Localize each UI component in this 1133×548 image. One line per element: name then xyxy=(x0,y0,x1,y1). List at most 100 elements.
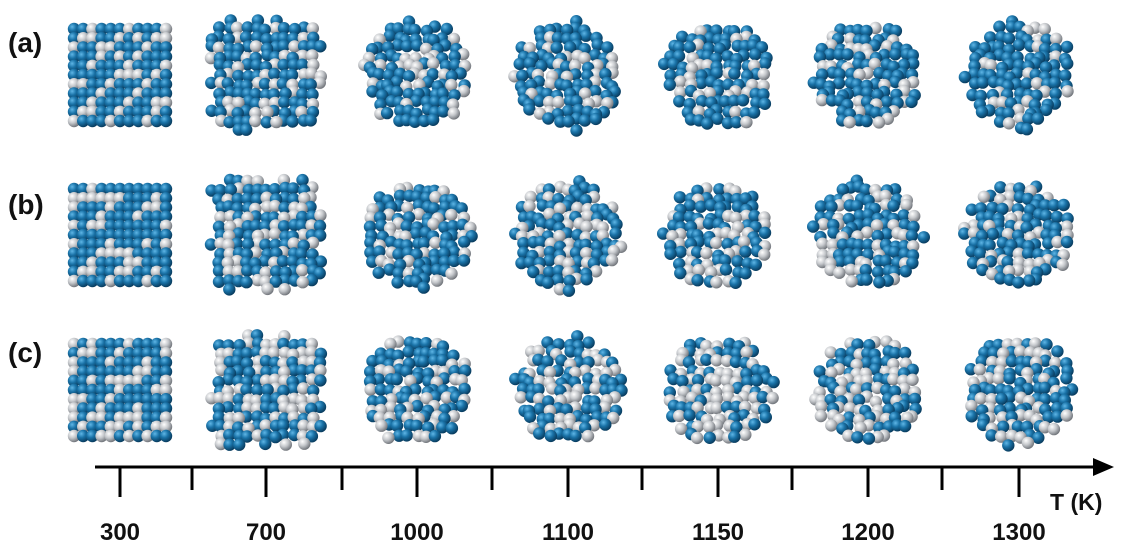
atom-gray xyxy=(833,266,846,279)
atom-blue xyxy=(113,182,127,196)
atom-blue xyxy=(736,94,750,107)
atom-blue xyxy=(77,411,90,424)
atom-gray xyxy=(159,22,173,36)
atom-blue xyxy=(609,227,622,240)
atom-blue xyxy=(544,429,557,443)
atom-blue xyxy=(832,77,846,90)
atom-blue xyxy=(141,256,154,269)
atom-gray xyxy=(279,438,292,451)
atom-blue xyxy=(718,254,732,267)
atom-blue xyxy=(141,22,154,36)
atom-gray xyxy=(816,237,829,250)
atom-blue xyxy=(1001,255,1014,269)
atom-blue xyxy=(691,246,704,259)
atom-gray xyxy=(67,238,81,251)
atom-blue xyxy=(240,383,253,396)
atom-blue xyxy=(1021,247,1035,260)
atom-gray xyxy=(996,411,1009,424)
atom-blue xyxy=(141,32,154,45)
atom-blue xyxy=(77,68,90,82)
atom-blue xyxy=(159,201,173,214)
atom-blue xyxy=(1039,103,1053,117)
atom-blue xyxy=(95,420,108,433)
atom-gray xyxy=(123,265,136,278)
atom-blue xyxy=(589,112,602,126)
atom-gray xyxy=(86,411,99,424)
atom-gray xyxy=(141,365,154,378)
atom-gray xyxy=(306,49,319,62)
atom-blue xyxy=(748,418,761,431)
atom-gray xyxy=(815,400,828,413)
atom-gray xyxy=(1029,337,1042,350)
atom-gray xyxy=(268,227,282,240)
atom-blue xyxy=(150,87,163,100)
atom-blue xyxy=(445,422,459,435)
atom-blue xyxy=(277,39,290,53)
atom-blue xyxy=(749,258,762,271)
atom-gray xyxy=(231,265,245,278)
atom-blue xyxy=(1012,38,1026,52)
atom-gray xyxy=(113,32,127,45)
atom-blue xyxy=(906,256,919,270)
atom-gray xyxy=(132,50,145,63)
atom-blue xyxy=(563,41,577,54)
atom-gray xyxy=(150,265,163,278)
atom-gray xyxy=(123,429,136,443)
atom-gray xyxy=(104,114,118,128)
atom-blue xyxy=(561,104,575,118)
atom-blue xyxy=(459,364,472,377)
atom-blue xyxy=(599,418,612,431)
atom-blue xyxy=(534,235,547,249)
atom-gray xyxy=(222,392,235,405)
atom-gray xyxy=(674,422,688,435)
atom-blue xyxy=(123,347,136,360)
atom-blue xyxy=(205,76,218,90)
atom-blue xyxy=(905,95,918,109)
atom-blue xyxy=(304,78,317,91)
atom-blue xyxy=(159,210,173,223)
atom-blue xyxy=(591,38,604,51)
atom-gray xyxy=(709,374,723,387)
atom-blue xyxy=(860,114,873,128)
atom-blue xyxy=(86,356,99,369)
atom-blue xyxy=(159,192,173,205)
atom-blue xyxy=(747,106,761,119)
atom-blue xyxy=(1049,87,1062,100)
atom-gray xyxy=(552,95,565,109)
atom-gray xyxy=(598,401,611,414)
atom-blue xyxy=(551,31,565,45)
atom-gray xyxy=(67,219,81,232)
atom-blue xyxy=(159,393,173,406)
atom-gray xyxy=(104,238,118,251)
atom-blue xyxy=(730,421,743,434)
atom-gray xyxy=(113,374,127,387)
atom-gray xyxy=(95,429,108,443)
atom-blue xyxy=(676,30,689,43)
atom-gray xyxy=(214,211,227,224)
atom-gray xyxy=(543,95,556,109)
atom-gray xyxy=(314,364,327,377)
atom-blue xyxy=(1042,237,1055,250)
temperature-label-300: 300 xyxy=(100,519,140,546)
atom-blue xyxy=(672,41,686,54)
atom-blue xyxy=(860,273,873,286)
atom-blue xyxy=(984,384,997,397)
atom-blue xyxy=(372,68,386,81)
atom-blue xyxy=(95,393,108,406)
atom-blue xyxy=(104,228,118,242)
atom-gray xyxy=(297,382,310,395)
atom-blue xyxy=(123,105,136,119)
atom-blue xyxy=(730,400,743,413)
atom-blue xyxy=(437,105,450,118)
atom-blue xyxy=(268,67,281,81)
atom-blue xyxy=(313,219,327,233)
atom-blue xyxy=(570,124,583,137)
atom-gray xyxy=(740,346,753,359)
atom-blue xyxy=(141,402,154,415)
atom-blue xyxy=(958,70,972,84)
atom-blue xyxy=(1061,57,1074,70)
atom-gray xyxy=(589,265,603,278)
atom-blue xyxy=(243,366,256,379)
atom-blue xyxy=(601,41,614,54)
atom-blue xyxy=(141,96,154,109)
